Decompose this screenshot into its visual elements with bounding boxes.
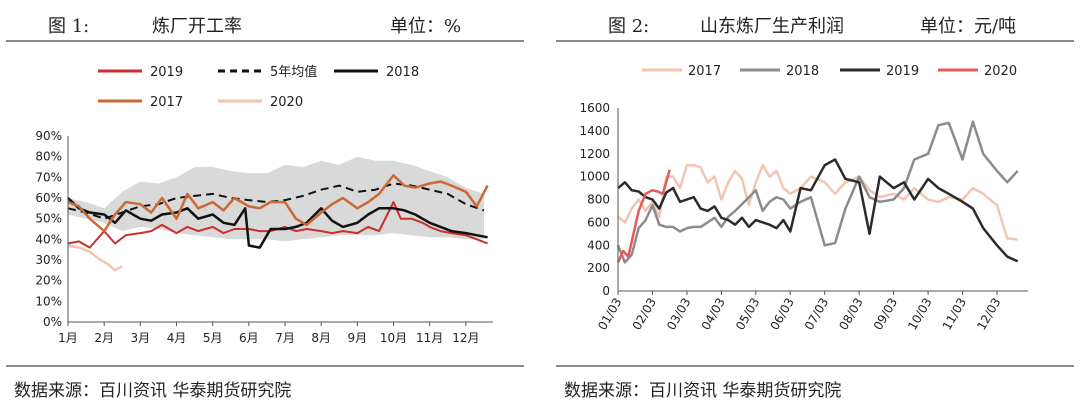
y-tick-label: 90%	[35, 129, 62, 143]
legend-label: 2018	[786, 64, 819, 79]
x-tick-label: 04/03	[699, 296, 728, 333]
header-rule	[6, 40, 524, 42]
series-line-2017	[617, 163, 1018, 241]
legend-label: 2018	[386, 65, 419, 80]
series-line-2020	[616, 169, 671, 263]
x-tick-label: 1月	[58, 331, 78, 345]
legend-label: 2017	[688, 64, 721, 79]
legend-label: 2019	[150, 65, 183, 80]
y-tick-label: 0	[602, 284, 610, 298]
x-tick-label: 9月	[348, 331, 368, 345]
y-tick-label: 1600	[579, 101, 610, 115]
x-tick-label: 05/03	[733, 296, 762, 333]
series-line-2019	[67, 201, 488, 249]
unit-label: 单位：%	[390, 16, 462, 37]
utilization-chart: 0% 10% 20% 30% 40% 50% 60% 70% 80% 90% 1月 2月 3月 4月 5月 6…	[35, 64, 493, 345]
series-line-2017	[67, 174, 489, 233]
chart-header: 图 1: 炼厂开工率 单位：%	[0, 6, 530, 37]
header-rule	[556, 40, 1074, 42]
y-tick-label: 0%	[43, 315, 62, 329]
x-tick-label: 7月	[275, 331, 295, 345]
series-line-2018	[616, 120, 1019, 264]
panel-refinery-utilization: 图 1: 炼厂开工率 单位：% 0% 10% 20% 30% 40% 50% 60% 70% 8…	[0, 0, 530, 410]
x-tick-label: 8月	[311, 331, 331, 345]
x-tick-label: 11/03	[940, 296, 969, 333]
y-tick-label: 20%	[35, 274, 62, 288]
x-tick-label: 5月	[203, 331, 223, 345]
chart-title: 山东炼厂生产利润	[700, 16, 844, 37]
legend-label: 2020	[984, 64, 1017, 79]
chart-header: 图 2: 山东炼厂生产利润 单位：元/吨	[550, 6, 1080, 37]
legend-label: 2019	[886, 64, 919, 79]
source-note: 数据来源：百川资讯 华泰期货研究院	[14, 381, 292, 401]
unit-label: 单位：元/吨	[920, 16, 1017, 37]
source-note: 数据来源：百川资讯 华泰期货研究院	[564, 381, 842, 401]
chart-title: 炼厂开工率	[152, 16, 242, 37]
range-band	[68, 156, 484, 242]
x-tick-label: 08/03	[836, 296, 865, 333]
series-line-2019	[617, 158, 1019, 263]
x-tick-label: 03/03	[664, 296, 693, 333]
x-tick-label: 10月	[380, 331, 407, 345]
y-tick-label: 10%	[35, 294, 62, 308]
x-tick-label: 06/03	[767, 296, 796, 333]
footer-rule	[6, 365, 524, 367]
x-tick-label: 4月	[167, 331, 187, 345]
x-tick-label: 12月	[452, 331, 479, 345]
x-tick-label: 11月	[416, 331, 443, 345]
x-tick-label: 02/03	[630, 296, 659, 333]
y-tick-label: 30%	[35, 253, 62, 267]
y-tick-label: 70%	[35, 170, 62, 184]
y-tick-label: 80%	[35, 150, 62, 164]
y-tick-label: 1200	[579, 147, 610, 161]
x-tick-label: 01/03	[595, 296, 624, 333]
series-line-2020	[67, 244, 123, 272]
x-tick-label: 2月	[94, 331, 114, 345]
y-tick-label: 200	[587, 261, 610, 275]
x-tick-label: 12/03	[974, 296, 1003, 333]
legend-label: 2020	[270, 95, 303, 110]
y-tick-label: 40%	[35, 232, 62, 246]
footer-rule	[556, 365, 1074, 367]
y-tick-label: 1400	[579, 124, 610, 138]
figure-number: 图 1:	[48, 16, 90, 37]
x-tick-label: 3月	[131, 331, 151, 345]
y-tick-label: 400	[587, 238, 610, 252]
figure-number: 图 2:	[608, 16, 650, 37]
x-tick-label: 07/03	[802, 296, 831, 333]
series-line-2018	[67, 197, 488, 249]
panel-shandong-profit: 图 2: 山东炼厂生产利润 单位：元/吨 0 200 400 600 800 1000 12…	[550, 0, 1080, 410]
y-tick-label: 1000	[579, 170, 610, 184]
y-tick-label: 800	[587, 193, 610, 207]
y-tick-label: 60%	[35, 191, 62, 205]
x-tick-label: 09/03	[871, 296, 900, 333]
x-tick-label: 10/03	[905, 296, 934, 333]
legend-label: 2017	[150, 95, 183, 110]
y-tick-label: 600	[587, 215, 610, 229]
legend-label: 5年均值	[270, 64, 317, 80]
y-tick-label: 50%	[35, 212, 62, 226]
x-tick-label: 6月	[239, 331, 259, 345]
